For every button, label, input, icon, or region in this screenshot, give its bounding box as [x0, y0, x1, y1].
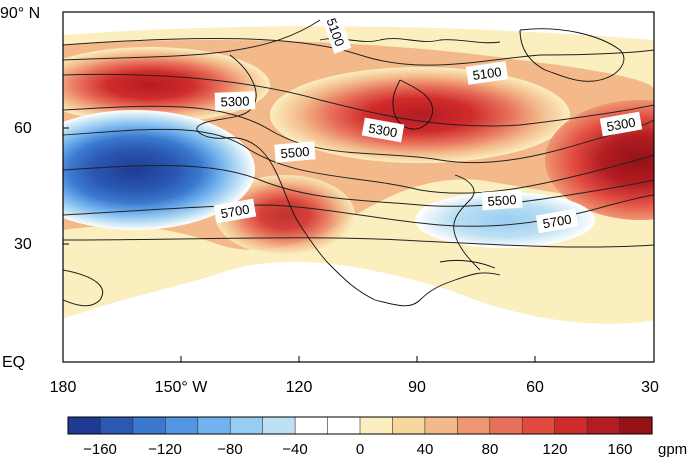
contour-label-text: 5100 — [472, 64, 503, 83]
colorbar-cell — [197, 416, 231, 435]
coastline-east-coast — [453, 174, 481, 271]
anomaly-low-pacific — [63, 110, 255, 230]
colorbar-tick-label: −160 — [83, 441, 117, 458]
contour-label: 5300 — [214, 91, 256, 111]
contour-line — [63, 194, 654, 227]
x-tick-label: 90 — [408, 379, 426, 396]
contour-line — [63, 165, 654, 207]
colorbar-tick-label: 120 — [542, 441, 567, 458]
colorbar-tick-label: −120 — [148, 441, 182, 458]
x-tick-label: 180 — [50, 379, 77, 396]
y-tick-label: 60 — [14, 120, 32, 137]
contour-label-text: 5300 — [367, 121, 398, 141]
contour-line — [63, 37, 654, 66]
contour-line — [63, 237, 654, 248]
colorbar-cell — [359, 416, 394, 435]
contour-label-text: 5300 — [606, 115, 637, 135]
colorbar-tick-label: 80 — [482, 441, 499, 458]
anomaly-high-western-us — [215, 175, 355, 255]
colorbar-cell — [262, 416, 296, 435]
anomaly-high-canada — [270, 67, 570, 163]
colorbar-cell — [327, 416, 361, 435]
contour-line — [63, 19, 321, 61]
colorbar-cell — [392, 416, 426, 435]
contour-label-text: 5300 — [220, 93, 249, 109]
colorbar-cells — [67, 416, 653, 435]
y-tick-label: 90° N — [0, 5, 40, 22]
colorbar-cell — [521, 416, 556, 435]
colorbar-tick-label: −80 — [217, 441, 242, 458]
contour-label: 5700 — [213, 198, 257, 224]
coastline-arctic-islands — [319, 38, 501, 44]
colorbar-cell — [165, 416, 199, 435]
coastlines — [196, 28, 625, 307]
contour-label-text: 5500 — [487, 192, 517, 209]
colorbar-cell — [586, 416, 621, 435]
x-tick-label: 150° W — [155, 379, 209, 396]
colorbar-cell — [457, 416, 491, 435]
x-tick-label: 120 — [286, 379, 313, 396]
colorbar-cell — [67, 416, 102, 435]
coastline-north-america — [196, 54, 501, 307]
contour-label: 5700 — [535, 208, 579, 234]
contour-label: 5300 — [361, 117, 405, 143]
map-frame — [62, 11, 655, 363]
contour-label-text: 5700 — [220, 202, 251, 222]
y-axis-labels: 90° N 60 30 EQ — [0, 5, 40, 371]
colorbar-cell — [132, 416, 166, 435]
colorbar-cell — [489, 416, 523, 435]
contour-line — [63, 128, 654, 194]
contour-label: 5500 — [274, 141, 316, 163]
colorbar-tick-labels: −160 −120 −80 −40 0 40 80 120 160 — [83, 441, 632, 458]
colorbar-tick-label: 0 — [356, 441, 364, 458]
colorbar-cell — [229, 416, 264, 435]
x-axis-labels: 180 150° W 120 90 60 30 — [50, 379, 659, 396]
coastline-greenland — [519, 28, 625, 82]
contour-line — [63, 73, 654, 127]
colorbar-cell — [619, 416, 653, 435]
anomaly-neutral-subtropics — [63, 300, 390, 360]
contour-label-text: 5700 — [542, 212, 573, 232]
colorbar-tick-label: 160 — [607, 441, 632, 458]
map-panel: 5100 5100 5300 5300 5300 5500 — [63, 12, 654, 362]
contour-line — [63, 269, 103, 307]
colorbar-cell — [424, 416, 458, 435]
colorbar-unit: gpm — [658, 441, 687, 458]
colorbar-cell — [100, 416, 134, 435]
axis-ticks — [62, 11, 655, 363]
colorbar-cell — [554, 416, 588, 435]
y-tick-label: 30 — [14, 236, 32, 253]
colorbar-tick-label: 40 — [417, 441, 434, 458]
contour-label: 5500 — [481, 189, 523, 211]
coastline-hudson-bay — [392, 79, 434, 130]
x-tick-label: 30 — [641, 379, 659, 396]
contour-label: 5100 — [320, 12, 352, 54]
colorbar: −160 −120 −80 −40 0 40 80 120 160 gpm — [67, 416, 687, 458]
contour-label-text: 5500 — [280, 144, 310, 161]
contour-label: 5300 — [599, 111, 643, 137]
colorbar-tick-label: −40 — [282, 441, 307, 458]
colorbar-frame — [67, 416, 653, 435]
contour-label: 5100 — [465, 61, 509, 85]
contour-labels: 5100 5100 5300 5300 5300 5500 — [213, 12, 643, 234]
x-tick-label: 60 — [526, 379, 544, 396]
anomaly-shading — [63, 26, 654, 360]
colorbar-cell — [294, 416, 329, 435]
coastline-cuba — [439, 259, 496, 269]
y-tick-label: EQ — [2, 354, 25, 371]
